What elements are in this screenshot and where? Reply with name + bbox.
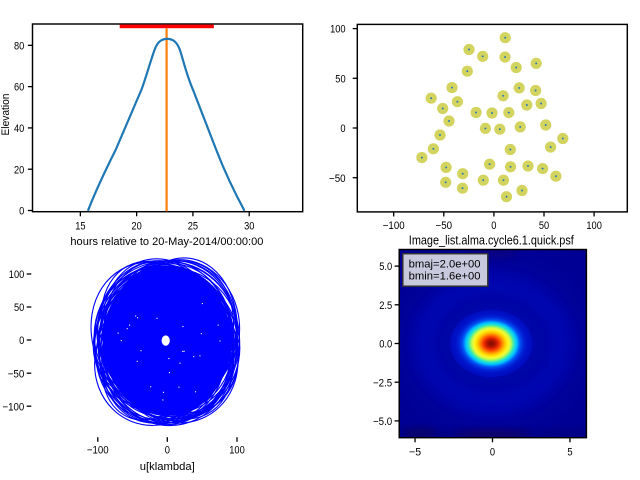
svg-text:100: 100 xyxy=(9,269,25,281)
svg-text:−100: −100 xyxy=(87,445,109,457)
svg-text:0: 0 xyxy=(19,206,24,218)
svg-text:−100: −100 xyxy=(3,401,25,413)
svg-text:hours relative to 20-May-2014/: hours relative to 20-May-2014/00:00:00 xyxy=(70,236,263,248)
svg-text:20: 20 xyxy=(131,220,141,232)
svg-text:50: 50 xyxy=(335,73,345,85)
svg-text:−100: −100 xyxy=(383,220,405,232)
svg-text:100: 100 xyxy=(586,220,602,232)
svg-text:40: 40 xyxy=(14,123,24,135)
svg-text:Elevation: Elevation xyxy=(0,94,12,136)
svg-text:0.0: 0.0 xyxy=(379,339,392,351)
svg-text:5.0: 5.0 xyxy=(379,261,392,273)
svg-text:100: 100 xyxy=(330,24,346,36)
svg-text:bmin=1.6e+00: bmin=1.6e+00 xyxy=(409,270,481,282)
svg-text:Image_list.alma.cycle6.1.quick: Image_list.alma.cycle6.1.quick.psf xyxy=(409,233,574,247)
svg-text:25: 25 xyxy=(188,220,198,232)
svg-text:20: 20 xyxy=(14,164,24,176)
svg-text:0: 0 xyxy=(491,220,496,232)
svg-text:bmaj=2.0e+00: bmaj=2.0e+00 xyxy=(409,259,481,271)
svg-text:u[klambda]: u[klambda] xyxy=(140,461,195,473)
svg-text:0: 0 xyxy=(340,123,345,135)
svg-text:−50: −50 xyxy=(435,220,452,232)
svg-text:15: 15 xyxy=(75,220,85,232)
svg-text:0: 0 xyxy=(19,335,24,347)
svg-text:0: 0 xyxy=(165,445,170,457)
svg-text:−50: −50 xyxy=(8,368,25,380)
svg-text:50: 50 xyxy=(539,220,549,232)
svg-text:−5: −5 xyxy=(409,446,421,458)
svg-text:30: 30 xyxy=(244,220,254,232)
svg-text:0: 0 xyxy=(490,446,495,458)
svg-text:50: 50 xyxy=(14,302,24,314)
svg-text:2.5: 2.5 xyxy=(379,300,392,312)
svg-text:60: 60 xyxy=(14,82,24,94)
svg-text:100: 100 xyxy=(229,445,245,457)
svg-text:−50: −50 xyxy=(329,173,346,185)
svg-text:−5.0: −5.0 xyxy=(373,416,392,428)
svg-text:5: 5 xyxy=(567,446,572,458)
svg-text:−2.5: −2.5 xyxy=(373,377,392,389)
svg-text:80: 80 xyxy=(14,40,24,52)
